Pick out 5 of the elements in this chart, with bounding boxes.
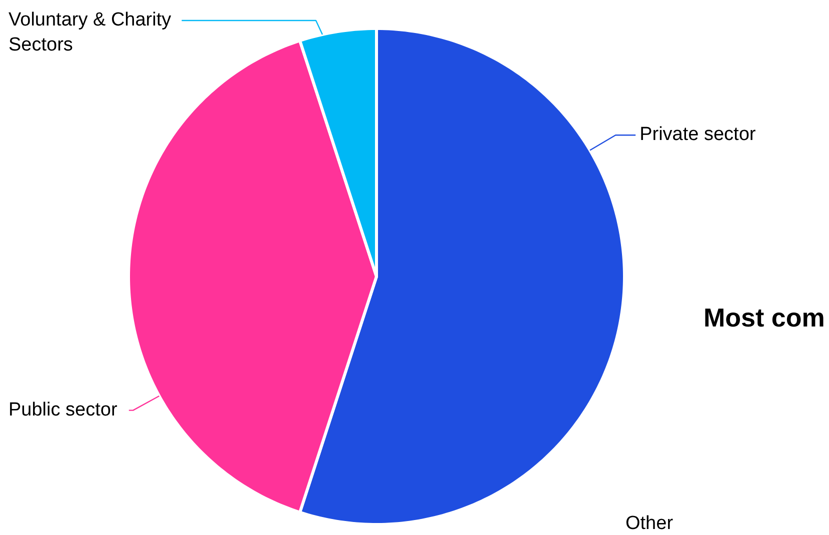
slice-label: Voluntary & Charity Sectors: [8, 10, 172, 56]
slice-label: Public sector: [8, 399, 118, 420]
text: Most com: [704, 302, 825, 332]
slice-label: Private sector: [640, 124, 756, 146]
text: Other: [626, 513, 674, 534]
